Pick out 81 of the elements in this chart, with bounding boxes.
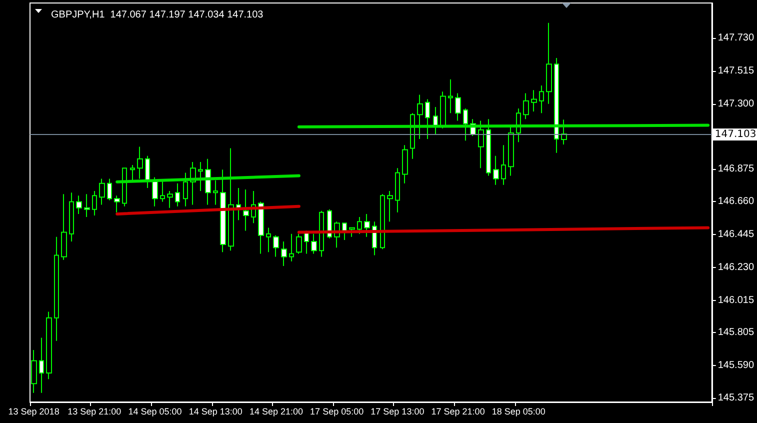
candlestick — [448, 78, 453, 114]
candlestick — [546, 22, 552, 104]
candlestick — [114, 195, 120, 213]
y-tick-label: 146.445 — [718, 229, 754, 240]
candlestick — [39, 337, 44, 394]
candlestick — [198, 161, 203, 192]
candlestick — [531, 90, 537, 112]
candlestick — [213, 180, 218, 206]
x-tick-label: 13 Sep 21:00 — [68, 406, 122, 416]
y-tick-label: 145.805 — [718, 326, 754, 338]
candlestick — [145, 155, 150, 188]
candlestick — [402, 144, 408, 184]
candlestick — [425, 98, 430, 140]
x-tick-label: 17 Sep 13:00 — [370, 406, 424, 416]
text: GBPJPY,H1 147.067 147.197 147.034 147.103 — [51, 10, 264, 20]
candlestick — [220, 169, 226, 253]
y-tick-label: 147.515 — [718, 66, 754, 77]
candlestick — [296, 233, 302, 254]
candlestick — [273, 234, 279, 258]
y-tick-label: 146.875 — [718, 163, 754, 174]
candlestick — [76, 195, 82, 214]
candlestick — [69, 192, 74, 242]
candlestick — [364, 213, 370, 238]
candlestick — [319, 210, 324, 258]
candlestick — [122, 168, 127, 207]
ref-line-label: 147.103 — [714, 128, 756, 140]
candlestick — [243, 189, 249, 232]
candlestick — [160, 180, 165, 202]
candlestick — [137, 146, 143, 180]
x-tick-label: 17 Sep 05:00 — [310, 406, 364, 416]
candlestick — [380, 194, 385, 250]
candlestick — [289, 233, 294, 262]
y-tick-label: 146.230 — [718, 262, 754, 273]
y-tick-label: 146.660 — [718, 196, 754, 208]
candlestick — [236, 187, 241, 221]
candlestick — [554, 58, 559, 154]
candlestick — [417, 94, 423, 140]
candlestick — [493, 155, 499, 186]
candlestick — [92, 190, 97, 216]
y-tick-label: 145.590 — [718, 360, 754, 371]
candlestick — [31, 350, 37, 394]
candlestick — [61, 194, 67, 260]
candlestick — [508, 126, 514, 176]
x-tick-label: 17 Sep 21:00 — [431, 406, 485, 416]
candlestick — [281, 240, 287, 266]
candlestick — [387, 190, 393, 222]
x-tick-label: 14 Sep 05:00 — [128, 406, 182, 416]
x-tick-label: 18 Sep 05:00 — [492, 406, 546, 416]
candlestick — [486, 118, 491, 176]
candlestick — [228, 148, 234, 252]
candlestick — [46, 311, 52, 380]
x-tick-label: 14 Sep 13:00 — [188, 406, 242, 416]
candlestick — [311, 233, 317, 254]
y-tick-label: 146.015 — [718, 294, 754, 306]
candlestick — [523, 92, 529, 120]
candlestick — [455, 92, 461, 122]
candlestick — [152, 176, 158, 207]
y-tick-label: 145.375 — [718, 392, 754, 404]
candlestick — [167, 190, 173, 208]
candlestick — [357, 216, 362, 234]
candlestick — [478, 120, 484, 169]
y-tick-label: 147.730 — [718, 32, 754, 44]
y-tick-label: 147.300 — [718, 98, 754, 110]
candlestick — [130, 164, 135, 181]
candlestick — [183, 172, 188, 207]
candlestick — [107, 178, 112, 201]
candlestick — [175, 182, 180, 207]
candlestick — [440, 91, 446, 129]
candlestick — [539, 85, 544, 114]
candlestick — [54, 236, 59, 342]
candlestick — [342, 222, 347, 240]
candlestick — [84, 194, 90, 218]
candlestick — [258, 201, 264, 254]
x-tick-label: 13 Sep 2018 — [8, 406, 60, 416]
candlestick — [395, 168, 400, 213]
candlestick — [349, 227, 355, 238]
candlestick — [266, 227, 271, 253]
candlestick — [99, 178, 105, 206]
candlestick — [463, 108, 468, 142]
candlestick — [501, 144, 506, 186]
x-tick-label: 14 Sep 21:00 — [249, 406, 304, 416]
